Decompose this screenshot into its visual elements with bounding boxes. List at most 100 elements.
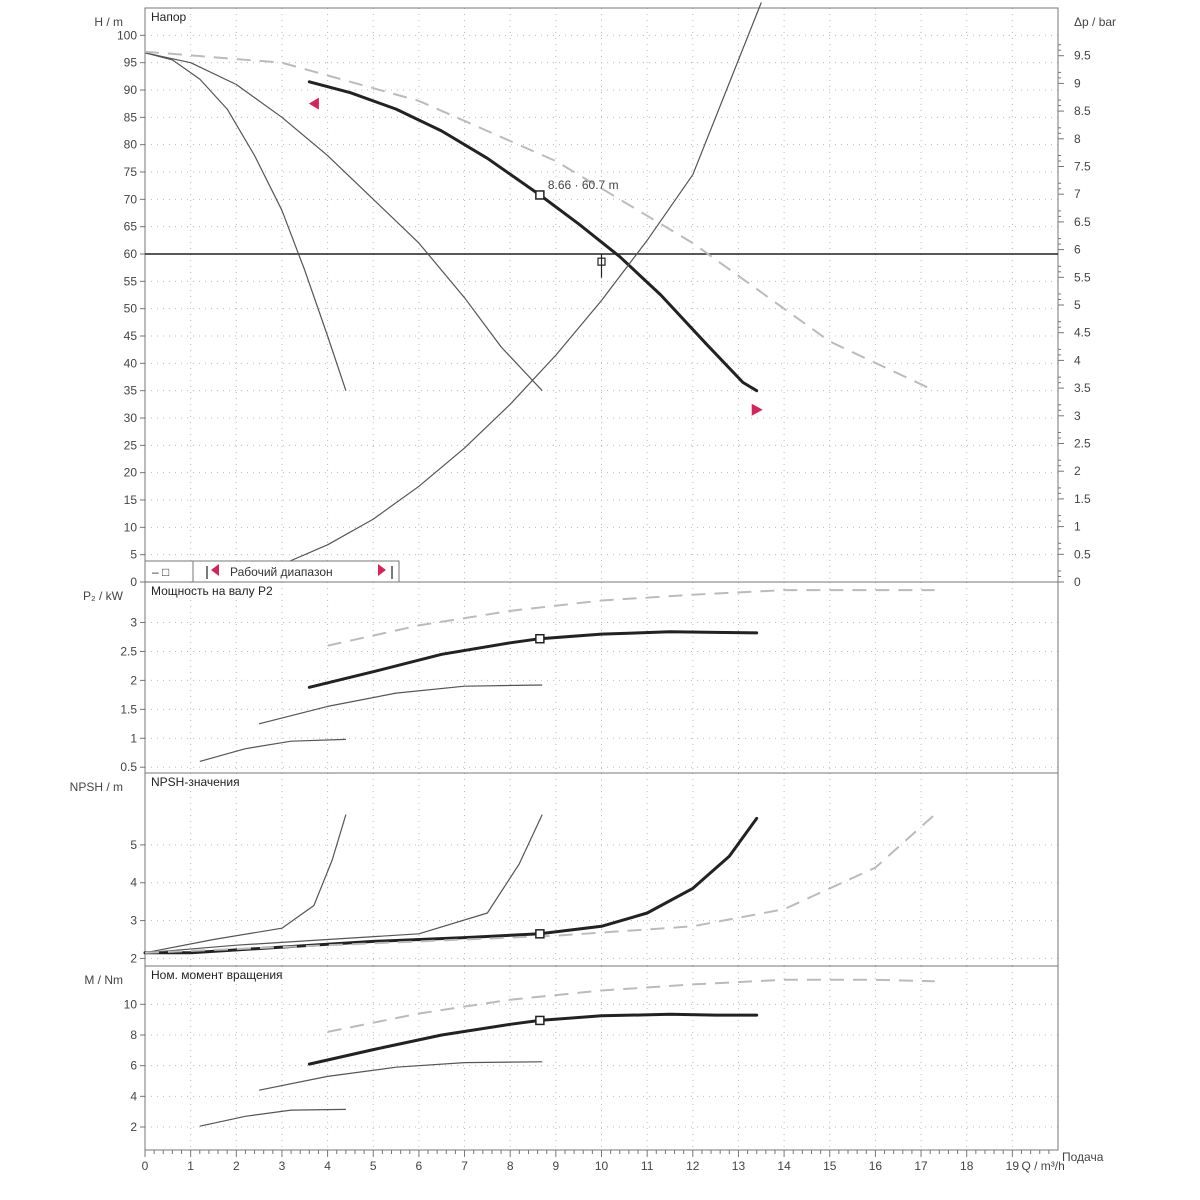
right-tick-label: 2.5 — [1074, 437, 1091, 451]
y-tick-label: 30 — [124, 411, 138, 425]
right-tick-label: 1.5 — [1074, 492, 1091, 506]
y-tick-label: 2 — [130, 1120, 137, 1134]
right-tick-label: 0 — [1074, 575, 1081, 589]
x-tick-label: 8 — [507, 1159, 514, 1173]
right-tick-label: 1 — [1074, 520, 1081, 534]
y-tick-label: 1 — [130, 731, 137, 745]
y-tick-label: 0.5 — [120, 760, 137, 774]
y-tick-label: 10 — [124, 997, 138, 1011]
series-thin-line — [199, 738, 346, 762]
series-dash-line — [327, 978, 935, 1033]
x-tick-label: 13 — [732, 1159, 746, 1173]
legend-item-label: Рабочий диапазон — [230, 565, 333, 579]
right-tick-label: 9.5 — [1074, 49, 1091, 63]
series-thin-line — [258, 684, 543, 725]
right-tick-label: 6.5 — [1074, 215, 1091, 229]
right-tick-label: 4.5 — [1074, 326, 1091, 340]
right-axis-label: Δp / bar — [1074, 15, 1116, 29]
series-dash-line — [144, 813, 936, 954]
y-tick-label: 80 — [124, 138, 138, 152]
x-axis: 0 1 2 3 4 5 6 7 8 9 10 11 12 13 14 15 16 17 18 19 Q / m³/hПо… — [142, 1150, 1104, 1173]
y-tick-label: 70 — [124, 192, 138, 206]
series-dash-line — [327, 589, 935, 647]
y-tick-label: 60 — [124, 247, 138, 261]
y-tick-label: 75 — [124, 165, 138, 179]
series-main-line — [307, 630, 759, 689]
panel-npsh: 2 3 4 5 NPSH-значения NPSH / m — [70, 772, 1059, 967]
x-tick-label: 19 — [1006, 1159, 1020, 1173]
series-thin-line — [144, 2, 762, 583]
legend-item-label: – □ — [152, 565, 169, 579]
duty-point-marker — [535, 1015, 545, 1026]
right-tick-label: 3.5 — [1074, 381, 1091, 395]
x-tick-label: 16 — [869, 1159, 883, 1173]
series-thin-line — [144, 814, 347, 954]
x-tick-label: 18 — [960, 1159, 974, 1173]
right-tick-label: 8.5 — [1074, 104, 1091, 118]
y-axis-label: P₂ / kW — [83, 589, 124, 603]
y-tick-label: 3 — [130, 914, 137, 928]
panel-frame — [144, 7, 1059, 583]
y-tick-label: 2 — [130, 951, 137, 965]
y-tick-label: 85 — [124, 110, 138, 124]
y-tick-label: 5 — [130, 838, 137, 852]
x-tick-label: 5 — [370, 1159, 377, 1173]
operating-range-limit-marker — [751, 403, 763, 416]
x-tick-label: 9 — [553, 1159, 560, 1173]
y-tick-label: 95 — [124, 56, 138, 70]
right-tick-label: 5.5 — [1074, 270, 1091, 284]
y-tick-label: 15 — [124, 493, 138, 507]
series-dash-line — [144, 50, 936, 392]
y-tick-label: 3 — [130, 616, 137, 630]
duty-point-marker — [535, 929, 545, 939]
y-tick-label: 2.5 — [120, 644, 137, 658]
x-axis-label: Q / m³/h — [1021, 1159, 1064, 1173]
y-tick-label: 40 — [124, 356, 138, 370]
y-tick-label: 10 — [124, 520, 138, 534]
right-tick-label: 5 — [1074, 298, 1081, 312]
right-tick-label: 4 — [1074, 353, 1081, 367]
series-thin-line — [258, 1061, 543, 1091]
y-tick-label: 6 — [130, 1059, 137, 1073]
y-tick-label: 2 — [130, 673, 137, 687]
right-tick-label: 3 — [1074, 409, 1081, 423]
y-tick-label: 55 — [124, 274, 138, 288]
x-tick-label: 11 — [641, 1159, 654, 1173]
legend-range-marker-right — [378, 564, 386, 576]
legend: – □ Рабочий диапазон — [144, 560, 400, 583]
y-tick-label: 35 — [124, 384, 138, 398]
right-tick-label: 9 — [1074, 76, 1081, 90]
y-tick-label: 4 — [130, 876, 137, 890]
series-thin-line — [144, 52, 347, 391]
y-tick-label: 50 — [124, 302, 138, 316]
x-tick-label: 0 — [142, 1159, 149, 1173]
x-tick-label: 1 — [187, 1159, 194, 1173]
series-main-line — [143, 816, 759, 955]
x-tick-label: 12 — [686, 1159, 700, 1173]
x-tick-label: 15 — [823, 1159, 837, 1173]
panel-power: 0.5 1 1.5 2 2.5 3 Мощность на валу P2 P₂ / kW — [83, 581, 1059, 774]
panel-head: 0510152025303540455055606570758085909510… — [94, 2, 1116, 589]
right-tick-label: 2 — [1074, 464, 1081, 478]
intersection-marker — [597, 257, 606, 266]
y-tick-label: 5 — [130, 548, 137, 562]
y-tick-label: 0 — [130, 575, 137, 589]
right-tick-label: 7.5 — [1074, 160, 1091, 174]
right-tick-label: 8 — [1074, 132, 1081, 146]
x-tick-label: 10 — [595, 1159, 609, 1173]
y-tick-label: 100 — [117, 28, 137, 42]
y-tick-label: 65 — [124, 220, 138, 234]
panel-title: Ном. момент вращения — [151, 968, 283, 982]
duty-point-marker — [535, 633, 545, 644]
series-thin-line — [144, 52, 543, 392]
y-tick-label: 1.5 — [120, 702, 137, 716]
x-axis-side-label: Подача — [1062, 1150, 1104, 1164]
x-tick-label: 3 — [279, 1159, 286, 1173]
y-tick-label: 4 — [130, 1089, 137, 1103]
panel-title: Напор — [151, 10, 187, 24]
legend-range-marker-left — [211, 564, 219, 576]
x-tick-label: 7 — [461, 1159, 468, 1173]
x-tick-label: 14 — [777, 1159, 791, 1173]
duty-point-marker — [535, 190, 545, 200]
